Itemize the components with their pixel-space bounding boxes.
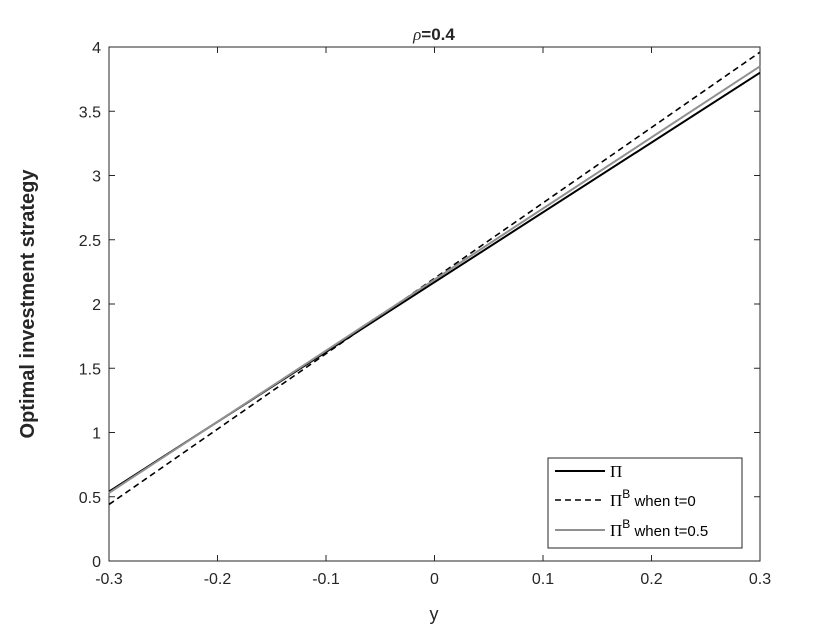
x-tick-label: 0.2 <box>640 571 662 588</box>
legend-label-pib-t0: ΠB when t=0 <box>610 487 696 510</box>
y-tick-label: 1.5 <box>79 361 101 378</box>
y-tick-label: 2 <box>92 297 101 314</box>
y-tick-label: 0.5 <box>79 490 101 507</box>
legend-pib-t05-suffix: when t=0.5 <box>630 523 708 540</box>
x-tick-label: 0 <box>430 571 439 588</box>
legend-label-pi: Π <box>610 462 622 481</box>
title-rho: ρ <box>412 25 421 44</box>
chart-title: ρ=0.4 <box>412 25 455 44</box>
legend: Π ΠB when t=0 ΠB when t=0.5 <box>547 457 743 549</box>
y-ticks: 0 0.5 1 1.5 2 2.5 3 3.5 4 <box>79 40 760 571</box>
x-axis-label: y <box>430 604 439 624</box>
legend-pib-t05-sup: B <box>622 517 630 531</box>
title-value: =0.4 <box>421 25 455 44</box>
x-ticks: -0.3 -0.2 -0.1 0 0.1 0.2 0.3 <box>95 47 771 588</box>
y-tick-label: 4 <box>92 40 101 57</box>
y-tick-label: 1 <box>92 426 101 443</box>
x-tick-label: -0.1 <box>312 571 340 588</box>
y-tick-label: 2.5 <box>79 233 101 250</box>
legend-pib-t0-suffix: when t=0 <box>630 493 695 510</box>
legend-pib-t0-symbol: Π <box>610 491 622 510</box>
y-tick-label: 0 <box>92 554 101 571</box>
legend-label-pib-t05: ΠB when t=0.5 <box>610 517 708 540</box>
legend-box <box>547 457 743 549</box>
legend-pib-t0-sup: B <box>622 487 630 501</box>
x-tick-label: 0.3 <box>749 571 771 588</box>
x-tick-label: 0.1 <box>532 571 554 588</box>
x-tick-label: -0.3 <box>95 571 123 588</box>
legend-pi-symbol: Π <box>610 462 622 481</box>
series-layer <box>108 51 761 506</box>
series-line-1 <box>108 51 761 506</box>
y-axis-label: Optimal investment strategy <box>17 169 39 439</box>
x-tick-label: -0.2 <box>204 571 232 588</box>
series-line-2 <box>108 65 761 494</box>
y-tick-label: 3.5 <box>79 104 101 121</box>
y-tick-label: 3 <box>92 169 101 186</box>
legend-pib-t05-symbol: Π <box>610 521 622 540</box>
